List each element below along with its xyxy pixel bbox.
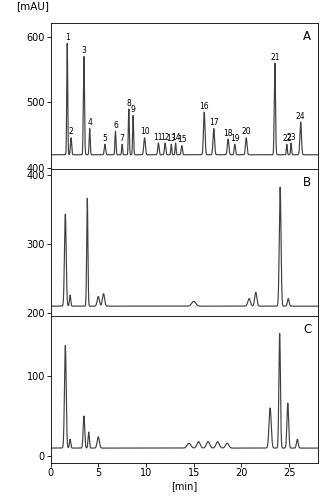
Text: 15: 15 xyxy=(177,136,186,144)
Text: 1: 1 xyxy=(65,33,70,42)
Text: 22: 22 xyxy=(282,134,291,143)
Text: 3: 3 xyxy=(82,46,86,55)
Text: B: B xyxy=(303,176,311,190)
Text: 24: 24 xyxy=(296,112,305,120)
Text: 6: 6 xyxy=(113,121,118,130)
Text: 12: 12 xyxy=(160,132,170,141)
Text: 20: 20 xyxy=(242,128,251,136)
Text: 7: 7 xyxy=(120,134,125,143)
Text: 13: 13 xyxy=(167,134,176,143)
Text: 18: 18 xyxy=(223,128,233,138)
Text: 2: 2 xyxy=(69,128,73,136)
X-axis label: [min]: [min] xyxy=(171,481,197,491)
Text: 21: 21 xyxy=(270,53,280,62)
Text: C: C xyxy=(303,323,311,336)
Text: 19: 19 xyxy=(230,134,240,143)
Text: 8: 8 xyxy=(126,98,131,108)
Text: 16: 16 xyxy=(200,102,209,111)
Text: 5: 5 xyxy=(102,134,107,143)
Text: 11: 11 xyxy=(154,132,163,141)
Text: 4: 4 xyxy=(87,118,92,128)
Text: [mAU]: [mAU] xyxy=(16,1,49,11)
Text: A: A xyxy=(303,30,311,43)
Text: 14: 14 xyxy=(171,132,180,141)
Text: 10: 10 xyxy=(140,128,149,136)
Text: 17: 17 xyxy=(209,118,219,128)
Text: 9: 9 xyxy=(131,105,136,114)
Text: 23: 23 xyxy=(286,132,296,141)
